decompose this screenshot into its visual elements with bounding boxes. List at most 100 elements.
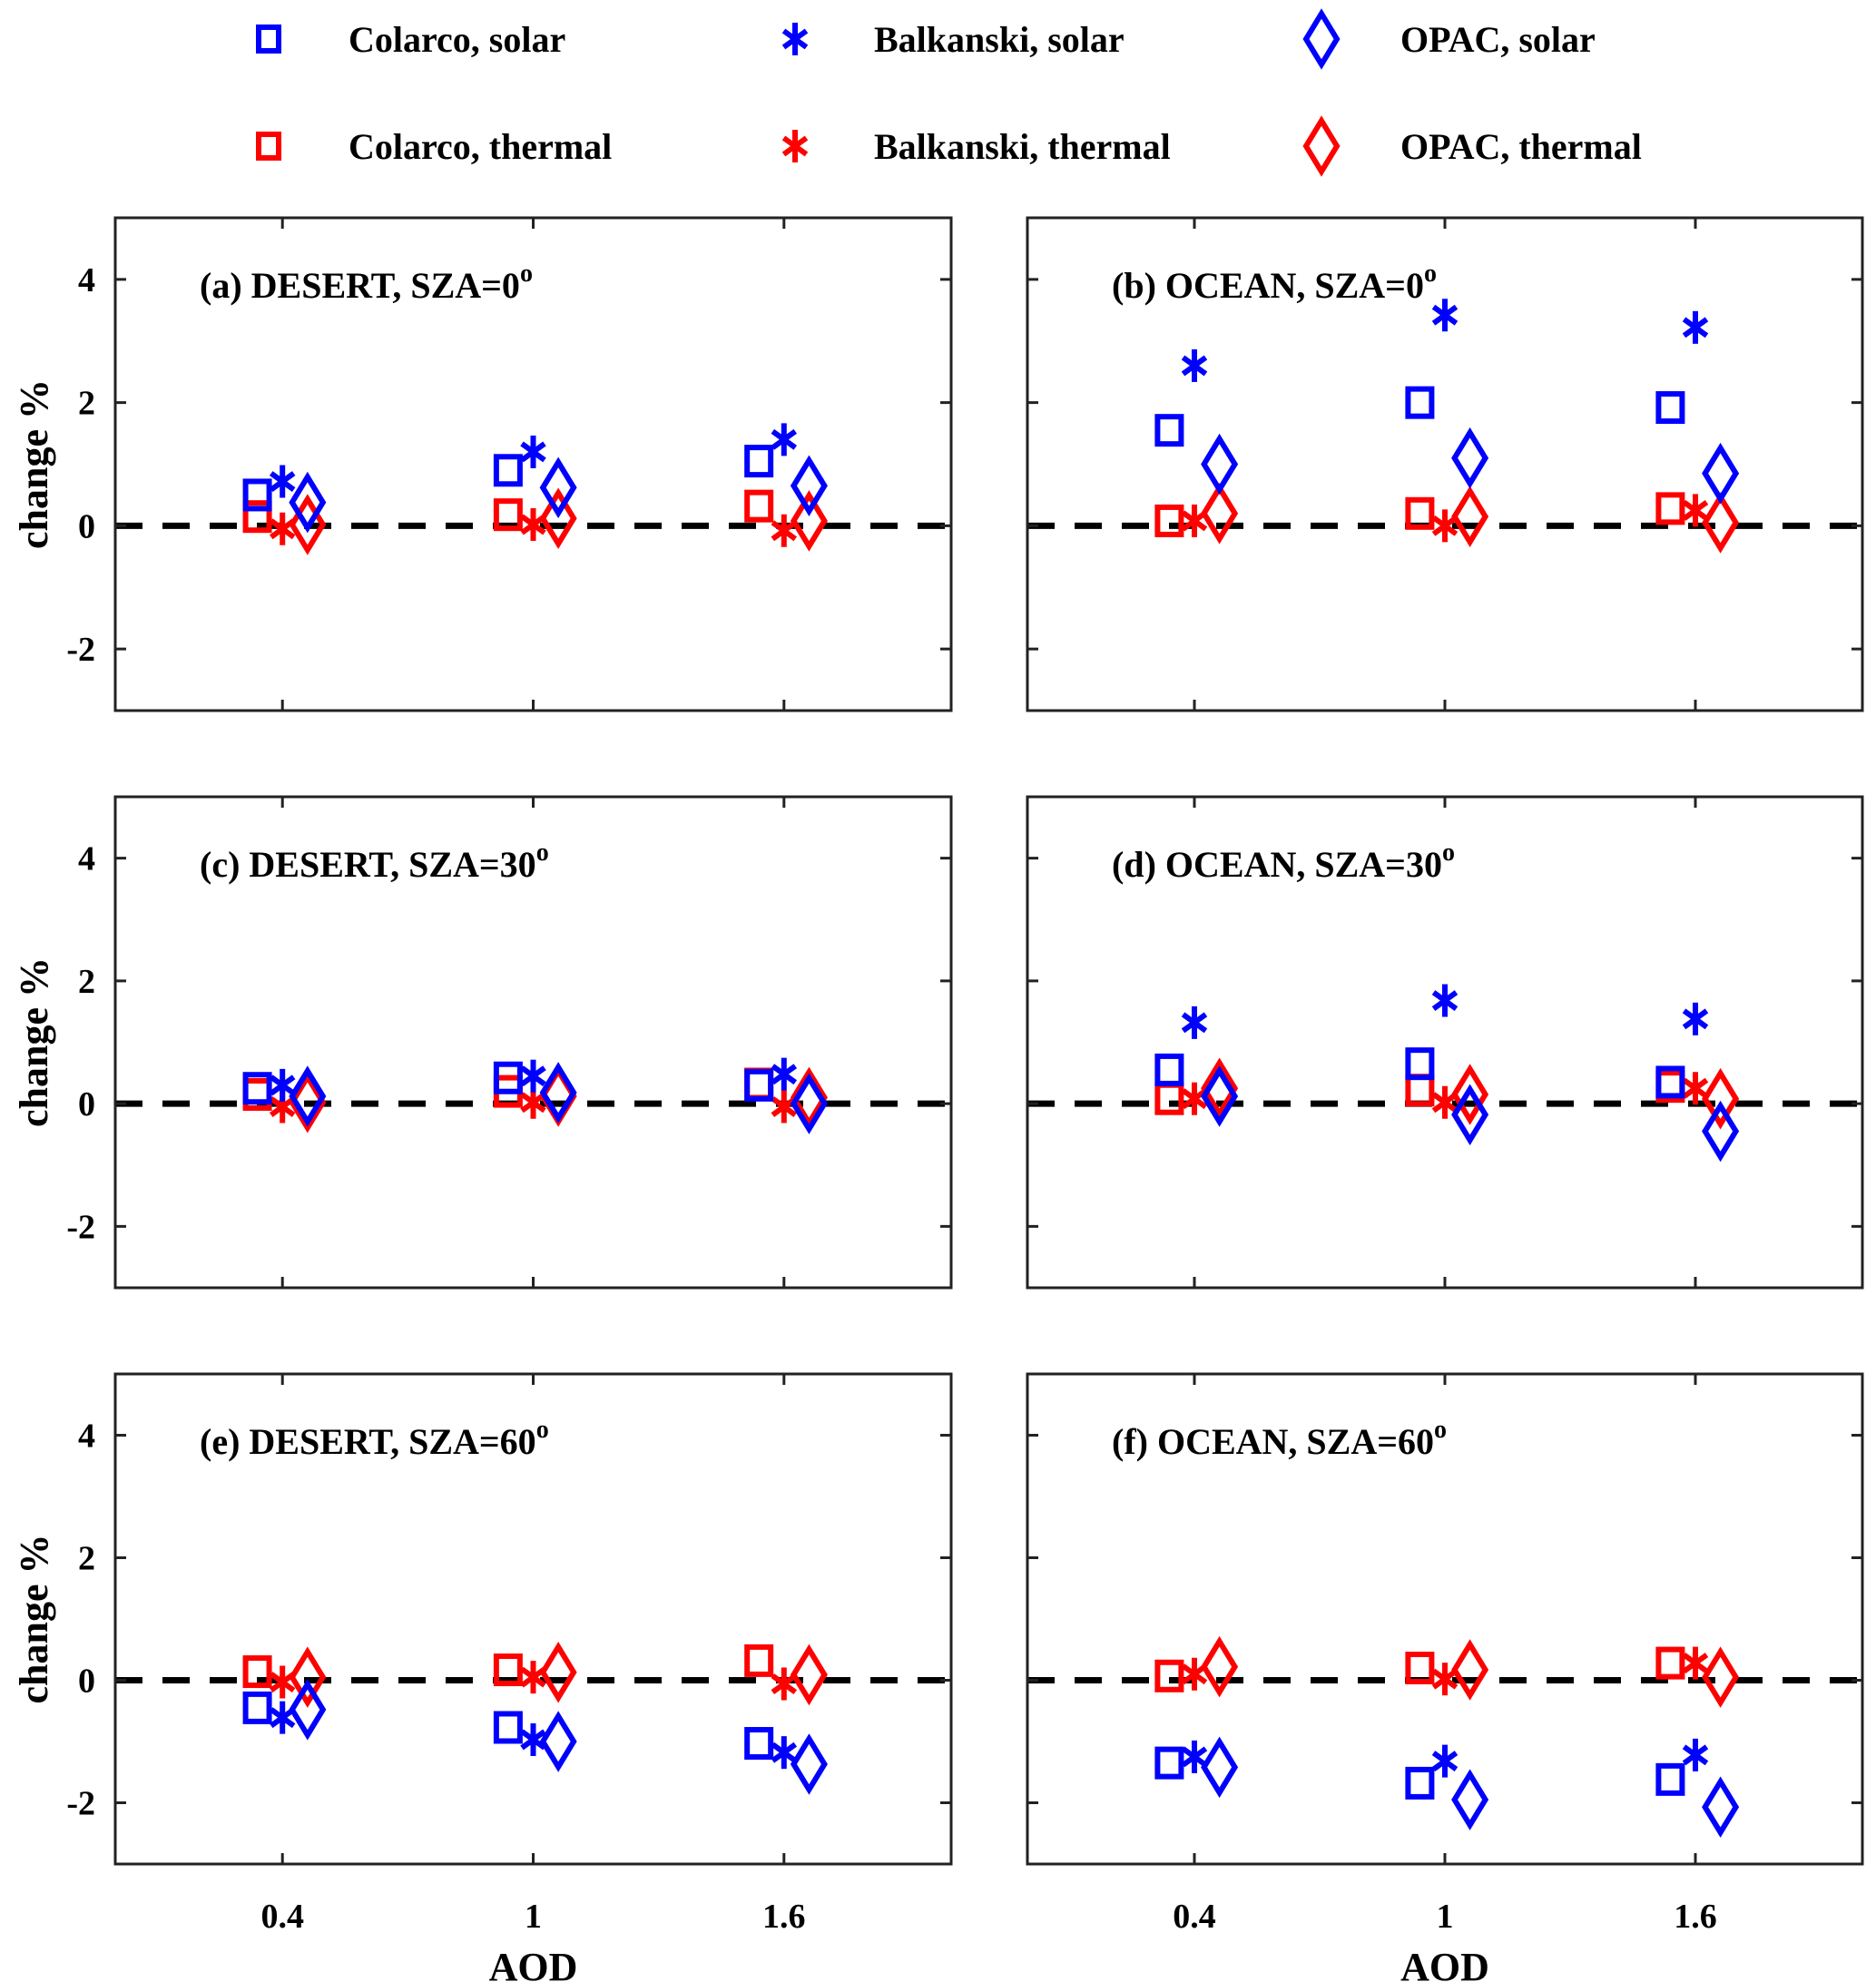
- panel-f: 0.4 1 1.6 (f) OCEAN, SZA=60o AOD: [1026, 1372, 1864, 1982]
- y-tick-label: 4: [78, 840, 95, 878]
- data-point-colarco-solar: [744, 1068, 774, 1102]
- data-point-opac-thermal: [790, 1066, 828, 1129]
- data-point-balkanski-solar: [1682, 1002, 1709, 1035]
- degree-superscript: o: [1434, 1416, 1447, 1444]
- data-point-balkanski-thermal: [1682, 1072, 1709, 1105]
- legend-label: Balkanski, thermal: [874, 126, 1171, 167]
- data-point-colarco-solar: [242, 1691, 272, 1724]
- legend-entry-balkanski-solar: Balkanski, solar: [781, 19, 1125, 60]
- data-point-balkanski-thermal: [771, 1667, 798, 1701]
- legend-label: Colarco, thermal: [349, 126, 612, 167]
- data-point-colarco-thermal: [744, 1067, 774, 1101]
- data-point-colarco-thermal: [493, 1653, 523, 1687]
- data-point-opac-thermal: [1201, 1057, 1239, 1119]
- panel-b: (b) OCEAN, SZA=0o: [1026, 216, 1864, 712]
- x-tick-label: 1: [1437, 1898, 1454, 1936]
- data-point-opac-thermal: [790, 1643, 828, 1706]
- data-point-colarco-solar: [493, 1711, 523, 1744]
- data-point-colarco-solar: [1154, 414, 1184, 447]
- data-point-balkanski-solar: [520, 435, 546, 468]
- data-point-opac-thermal: [1451, 1639, 1489, 1701]
- data-point-colarco-thermal: [1154, 1082, 1184, 1115]
- data-point-opac-solar: [790, 1073, 828, 1134]
- legend-square-marker: [256, 132, 281, 161]
- data-point-colarco-solar: [1154, 1746, 1184, 1780]
- x-tick-label: 1.6: [762, 1898, 806, 1936]
- data-point-opac-solar: [1201, 433, 1239, 496]
- data-point-colarco-thermal: [242, 500, 272, 534]
- data-point-colarco-solar: [1405, 386, 1435, 419]
- data-point-opac-solar: [1451, 1084, 1489, 1146]
- data-point-opac-thermal: [539, 1641, 577, 1703]
- data-point-balkanski-thermal: [1431, 1663, 1459, 1696]
- data-point-colarco-solar: [242, 1072, 272, 1105]
- degree-superscript: o: [536, 1416, 549, 1444]
- y-axis-label: change %: [12, 379, 56, 549]
- legend-asterisk-marker: [781, 23, 809, 55]
- data-point-opac-solar: [1702, 442, 1740, 505]
- y-tick-label: 0: [78, 507, 95, 545]
- data-point-balkanski-solar: [1431, 984, 1459, 1017]
- data-point-opac-solar: [1451, 1769, 1489, 1830]
- data-point-opac-thermal: [289, 1071, 327, 1133]
- panel-e: -2 0 2 4 0.4 1 1.6 (e) DESERT, SZA=60o change % A…: [12, 1372, 953, 1982]
- data-point-opac-thermal: [1201, 1635, 1239, 1698]
- data-point-colarco-thermal: [1405, 496, 1435, 530]
- y-tick-label: -2: [66, 1785, 95, 1823]
- y-axis-label: change %: [12, 957, 56, 1127]
- degree-superscript: o: [1424, 260, 1437, 288]
- data-point-balkanski-solar: [520, 1059, 546, 1093]
- data-point-balkanski-thermal: [1682, 1646, 1709, 1680]
- panel-title: (a) DESERT, SZA=0o: [200, 260, 533, 306]
- y-tick-label: 4: [78, 1418, 95, 1456]
- x-axis-label: AOD: [489, 1945, 578, 1982]
- legend-entry-opac-thermal: OPAC, thermal: [1302, 115, 1642, 177]
- data-point-opac-solar: [1702, 1776, 1740, 1839]
- data-point-colarco-thermal: [1405, 1074, 1435, 1107]
- data-point-opac-solar: [790, 455, 828, 517]
- data-point-colarco-solar: [1154, 1053, 1184, 1086]
- panel-c: -2 0 2 4 (c) DESERT, SZA=30o change %: [12, 795, 953, 1290]
- data-point-colarco-solar: [1655, 1762, 1685, 1796]
- data-point-colarco-thermal: [493, 498, 523, 532]
- data-point-colarco-thermal: [1655, 1646, 1685, 1680]
- data-point-opac-solar: [539, 456, 577, 519]
- data-point-balkanski-solar: [269, 1068, 296, 1102]
- data-point-balkanski-thermal: [1181, 504, 1208, 537]
- degree-superscript: o: [520, 260, 533, 288]
- legend-asterisk-marker: [781, 130, 809, 162]
- legend-square-marker: [256, 25, 281, 54]
- y-tick-label: -2: [66, 1208, 95, 1246]
- data-point-opac-solar: [289, 471, 327, 534]
- data-point-balkanski-solar: [1181, 1006, 1208, 1039]
- y-tick-label: 4: [78, 261, 95, 299]
- panel-title: (c) DESERT, SZA=30o: [200, 839, 549, 885]
- data-point-colarco-solar: [744, 1727, 774, 1761]
- data-point-opac-thermal: [539, 487, 577, 550]
- data-point-balkanski-solar: [269, 1701, 296, 1734]
- data-point-balkanski-thermal: [1431, 1085, 1459, 1119]
- panels: -2 0 2 4 (a) DESERT, SZA=0o change % (b) OCEAN…: [12, 216, 1864, 1982]
- data-point-opac-thermal: [1451, 1064, 1489, 1125]
- data-point-balkanski-solar: [1181, 1740, 1208, 1773]
- data-point-opac-thermal: [1702, 1067, 1740, 1130]
- y-tick-label: 0: [78, 1085, 95, 1123]
- legend-label: Colarco, solar: [349, 19, 565, 60]
- legend: Colarco, solar Balkanski, solar OPAC, sola…: [256, 8, 1642, 177]
- data-point-balkanski-thermal: [771, 514, 798, 547]
- data-point-opac-solar: [539, 1711, 577, 1772]
- legend-diamond-marker: [1302, 115, 1341, 177]
- data-point-colarco-thermal: [1405, 1652, 1435, 1684]
- data-point-balkanski-thermal: [1181, 1657, 1208, 1691]
- data-point-colarco-solar: [1405, 1047, 1435, 1081]
- data-point-colarco-thermal: [1154, 1659, 1184, 1693]
- data-point-opac-solar: [289, 1679, 327, 1741]
- data-point-colarco-solar: [1655, 391, 1685, 425]
- data-point-balkanski-thermal: [1682, 494, 1709, 527]
- data-point-colarco-solar: [1405, 1766, 1435, 1800]
- data-point-opac-thermal: [289, 1646, 327, 1708]
- y-tick-label: 0: [78, 1663, 95, 1701]
- data-point-balkanski-solar: [1431, 299, 1459, 332]
- panel-title: (f) OCEAN, SZA=60o: [1112, 1416, 1447, 1462]
- data-point-colarco-solar: [1655, 1065, 1685, 1099]
